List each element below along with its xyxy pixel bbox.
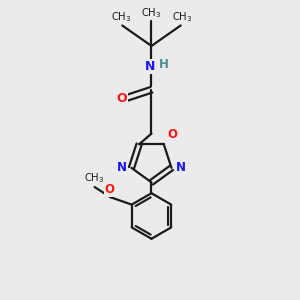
Text: CH$_3$: CH$_3$ (110, 10, 131, 24)
Text: O: O (116, 92, 127, 105)
Text: O: O (104, 183, 114, 196)
Text: H: H (159, 58, 169, 71)
Text: CH$_3$: CH$_3$ (172, 10, 192, 24)
Text: N: N (117, 161, 127, 174)
Text: CH$_3$: CH$_3$ (84, 172, 105, 185)
Text: N: N (176, 161, 186, 174)
Text: CH$_3$: CH$_3$ (141, 6, 162, 20)
Text: N: N (145, 60, 155, 73)
Text: O: O (167, 128, 177, 141)
